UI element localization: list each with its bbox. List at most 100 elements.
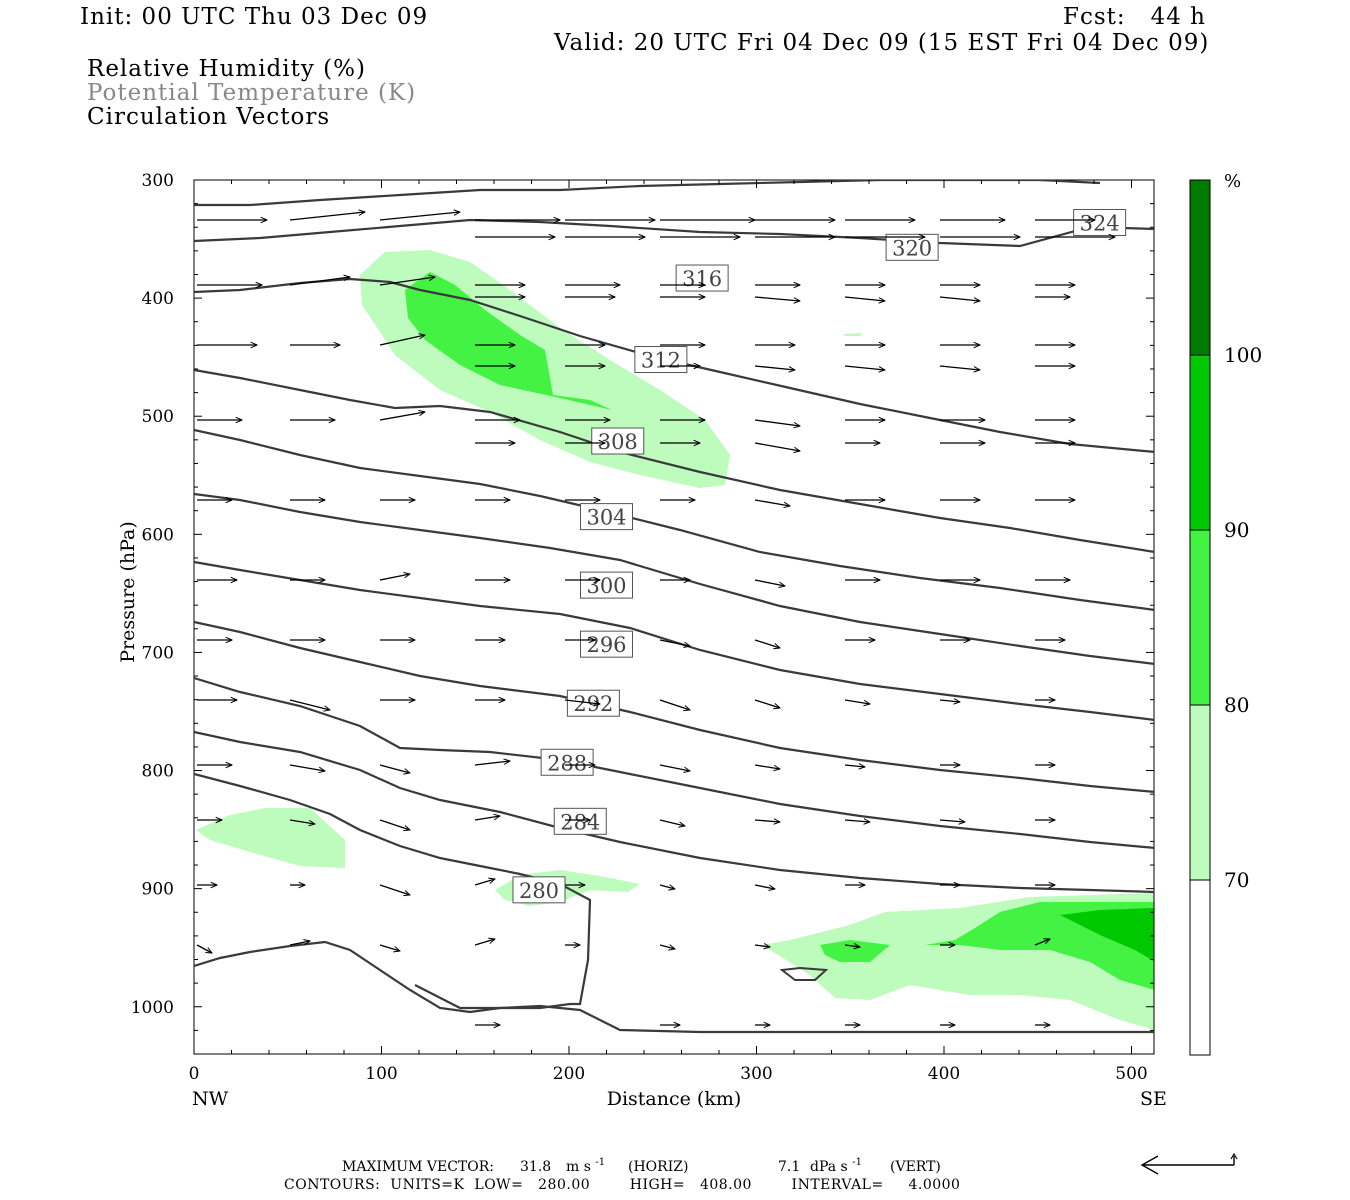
circulation-vector [939, 296, 980, 301]
contour-labels: 280 284 288 292 296 300 304 308 312 316 320 324 [512, 209, 1127, 904]
circulation-vector [289, 212, 365, 221]
circulation-vector [289, 699, 330, 710]
circulation-vector [754, 579, 785, 586]
x-axis-label: Distance (km) [607, 1088, 742, 1110]
contour-label-box [580, 630, 633, 658]
contour-label-text: 292 [573, 692, 613, 716]
theta-contour [779, 966, 829, 981]
rh-80-region-upper [405, 272, 612, 410]
circulation-vector [754, 365, 795, 370]
theta-contour [194, 277, 1154, 454]
x-tick-label: 0 [189, 1064, 200, 1084]
circulation-vector [754, 442, 800, 451]
circulation-vector [289, 941, 310, 946]
circulation-vector [844, 765, 865, 767]
contour-label-box [885, 233, 939, 261]
y-axis-label: Pressure (hPa) [117, 521, 139, 663]
x-tick-label: 200 [553, 1064, 585, 1084]
circulation-vector [289, 764, 325, 771]
footer-max-vector: MAXIMUM VECTOR: 31.8 m s -1 (HORIZ) 7.1 … [342, 1153, 941, 1175]
x-left-label: NW [192, 1088, 229, 1110]
circulation-vector [754, 945, 770, 947]
field-label-theta: Potential Temperature (K) [87, 80, 417, 106]
contour-label-304: 304 [580, 503, 633, 531]
footer-contours: CONTOURS: UNITS=K LOW= 280.00 HIGH= 408.… [284, 1177, 961, 1193]
y-tick-label: 300 [142, 171, 174, 191]
circulation-vector [939, 820, 965, 822]
theta-contour [194, 492, 1154, 665]
y-tick-label: 800 [142, 762, 174, 782]
contour-label-text: 324 [1080, 212, 1120, 236]
theta-contour [194, 730, 1154, 894]
circulation-vector [564, 699, 600, 704]
rh-90-region-low-right [1060, 908, 1154, 962]
circulation-vector [659, 639, 690, 646]
contour-label-text: 280 [519, 879, 559, 903]
circulation-vector [754, 820, 780, 822]
circulation-vector [1034, 939, 1050, 946]
circulation-vector [659, 945, 675, 949]
contour-label-text: 300 [586, 574, 626, 598]
circulation-vector [379, 412, 425, 421]
contour-label-box [1073, 209, 1127, 237]
rh-70-region-low-left [196, 808, 345, 868]
theta-contour [194, 620, 1154, 794]
circulation-vectors [196, 212, 1115, 1025]
colorbar-bin-70-80 [1189, 704, 1211, 881]
circulation-vector [379, 819, 410, 830]
init-time: Init: 00 UTC Thu 03 Dec 09 [80, 4, 429, 30]
circulation-vector [196, 944, 212, 954]
circulation-vector [844, 820, 870, 822]
contour-label-324: 324 [1073, 209, 1127, 237]
circulation-vector [379, 944, 400, 951]
x-tick-label: 100 [365, 1064, 397, 1084]
circulation-vector [289, 819, 315, 824]
circulation-vector [379, 335, 425, 346]
circulation-vector [754, 699, 780, 708]
circulation-vector [659, 885, 675, 889]
contour-label-text: 308 [598, 430, 638, 454]
contour-label-284: 284 [553, 807, 607, 835]
circulation-vector [754, 419, 800, 426]
y-tick-label: 400 [142, 289, 174, 309]
reference-vector [1140, 1152, 1238, 1175]
y-tick-label: 600 [142, 525, 174, 545]
circulation-vector [659, 819, 685, 826]
circulation-vector [754, 296, 800, 301]
rh-shading [196, 250, 1154, 1030]
circulation-vector [379, 764, 410, 773]
circulation-vector [939, 365, 980, 370]
colorbar-bin-below-70 [1189, 879, 1211, 1056]
contour-label-288: 288 [540, 748, 594, 776]
colorbar-unit: % [1224, 171, 1241, 192]
vert-units: dPa s [810, 1159, 848, 1175]
rh-colorbar: % 100 90 80 70 [1189, 171, 1262, 1056]
contour-label-text: 316 [682, 267, 722, 291]
vert-exponent: -1 [852, 1157, 862, 1168]
circulation-vector [844, 945, 860, 947]
x-tick-label: 300 [740, 1064, 772, 1084]
contour-label-text: 320 [892, 236, 932, 260]
x-tick-label: 400 [928, 1064, 960, 1084]
theta-contour [414, 984, 1154, 1034]
colorbar-bin-above-100 [1189, 179, 1211, 356]
circulation-vector [474, 761, 510, 766]
y-tick-label: 500 [142, 407, 174, 427]
forecast-hour: Fcst: 44 h [1063, 4, 1206, 30]
contour-label-text: 296 [586, 633, 626, 657]
y-tick-label: 1000 [131, 998, 174, 1018]
contour-label-296: 296 [580, 630, 633, 658]
theta-contour [194, 218, 1154, 248]
vert-tag: (VERT) [890, 1159, 941, 1175]
field-label-vectors: Circulation Vectors [87, 104, 331, 130]
theta-contour [194, 180, 1101, 207]
contour-label-box [580, 571, 633, 599]
axes: 0 100 200 300 400 500 300 400 500 600 700 800 900 100… [117, 171, 1167, 1110]
contour-label-280: 280 [512, 876, 566, 904]
circulation-vector [844, 699, 870, 704]
horiz-units: m s [566, 1159, 591, 1175]
circulation-vector [659, 699, 690, 710]
contour-label-text: 284 [560, 810, 600, 834]
circulation-vector [474, 879, 495, 886]
